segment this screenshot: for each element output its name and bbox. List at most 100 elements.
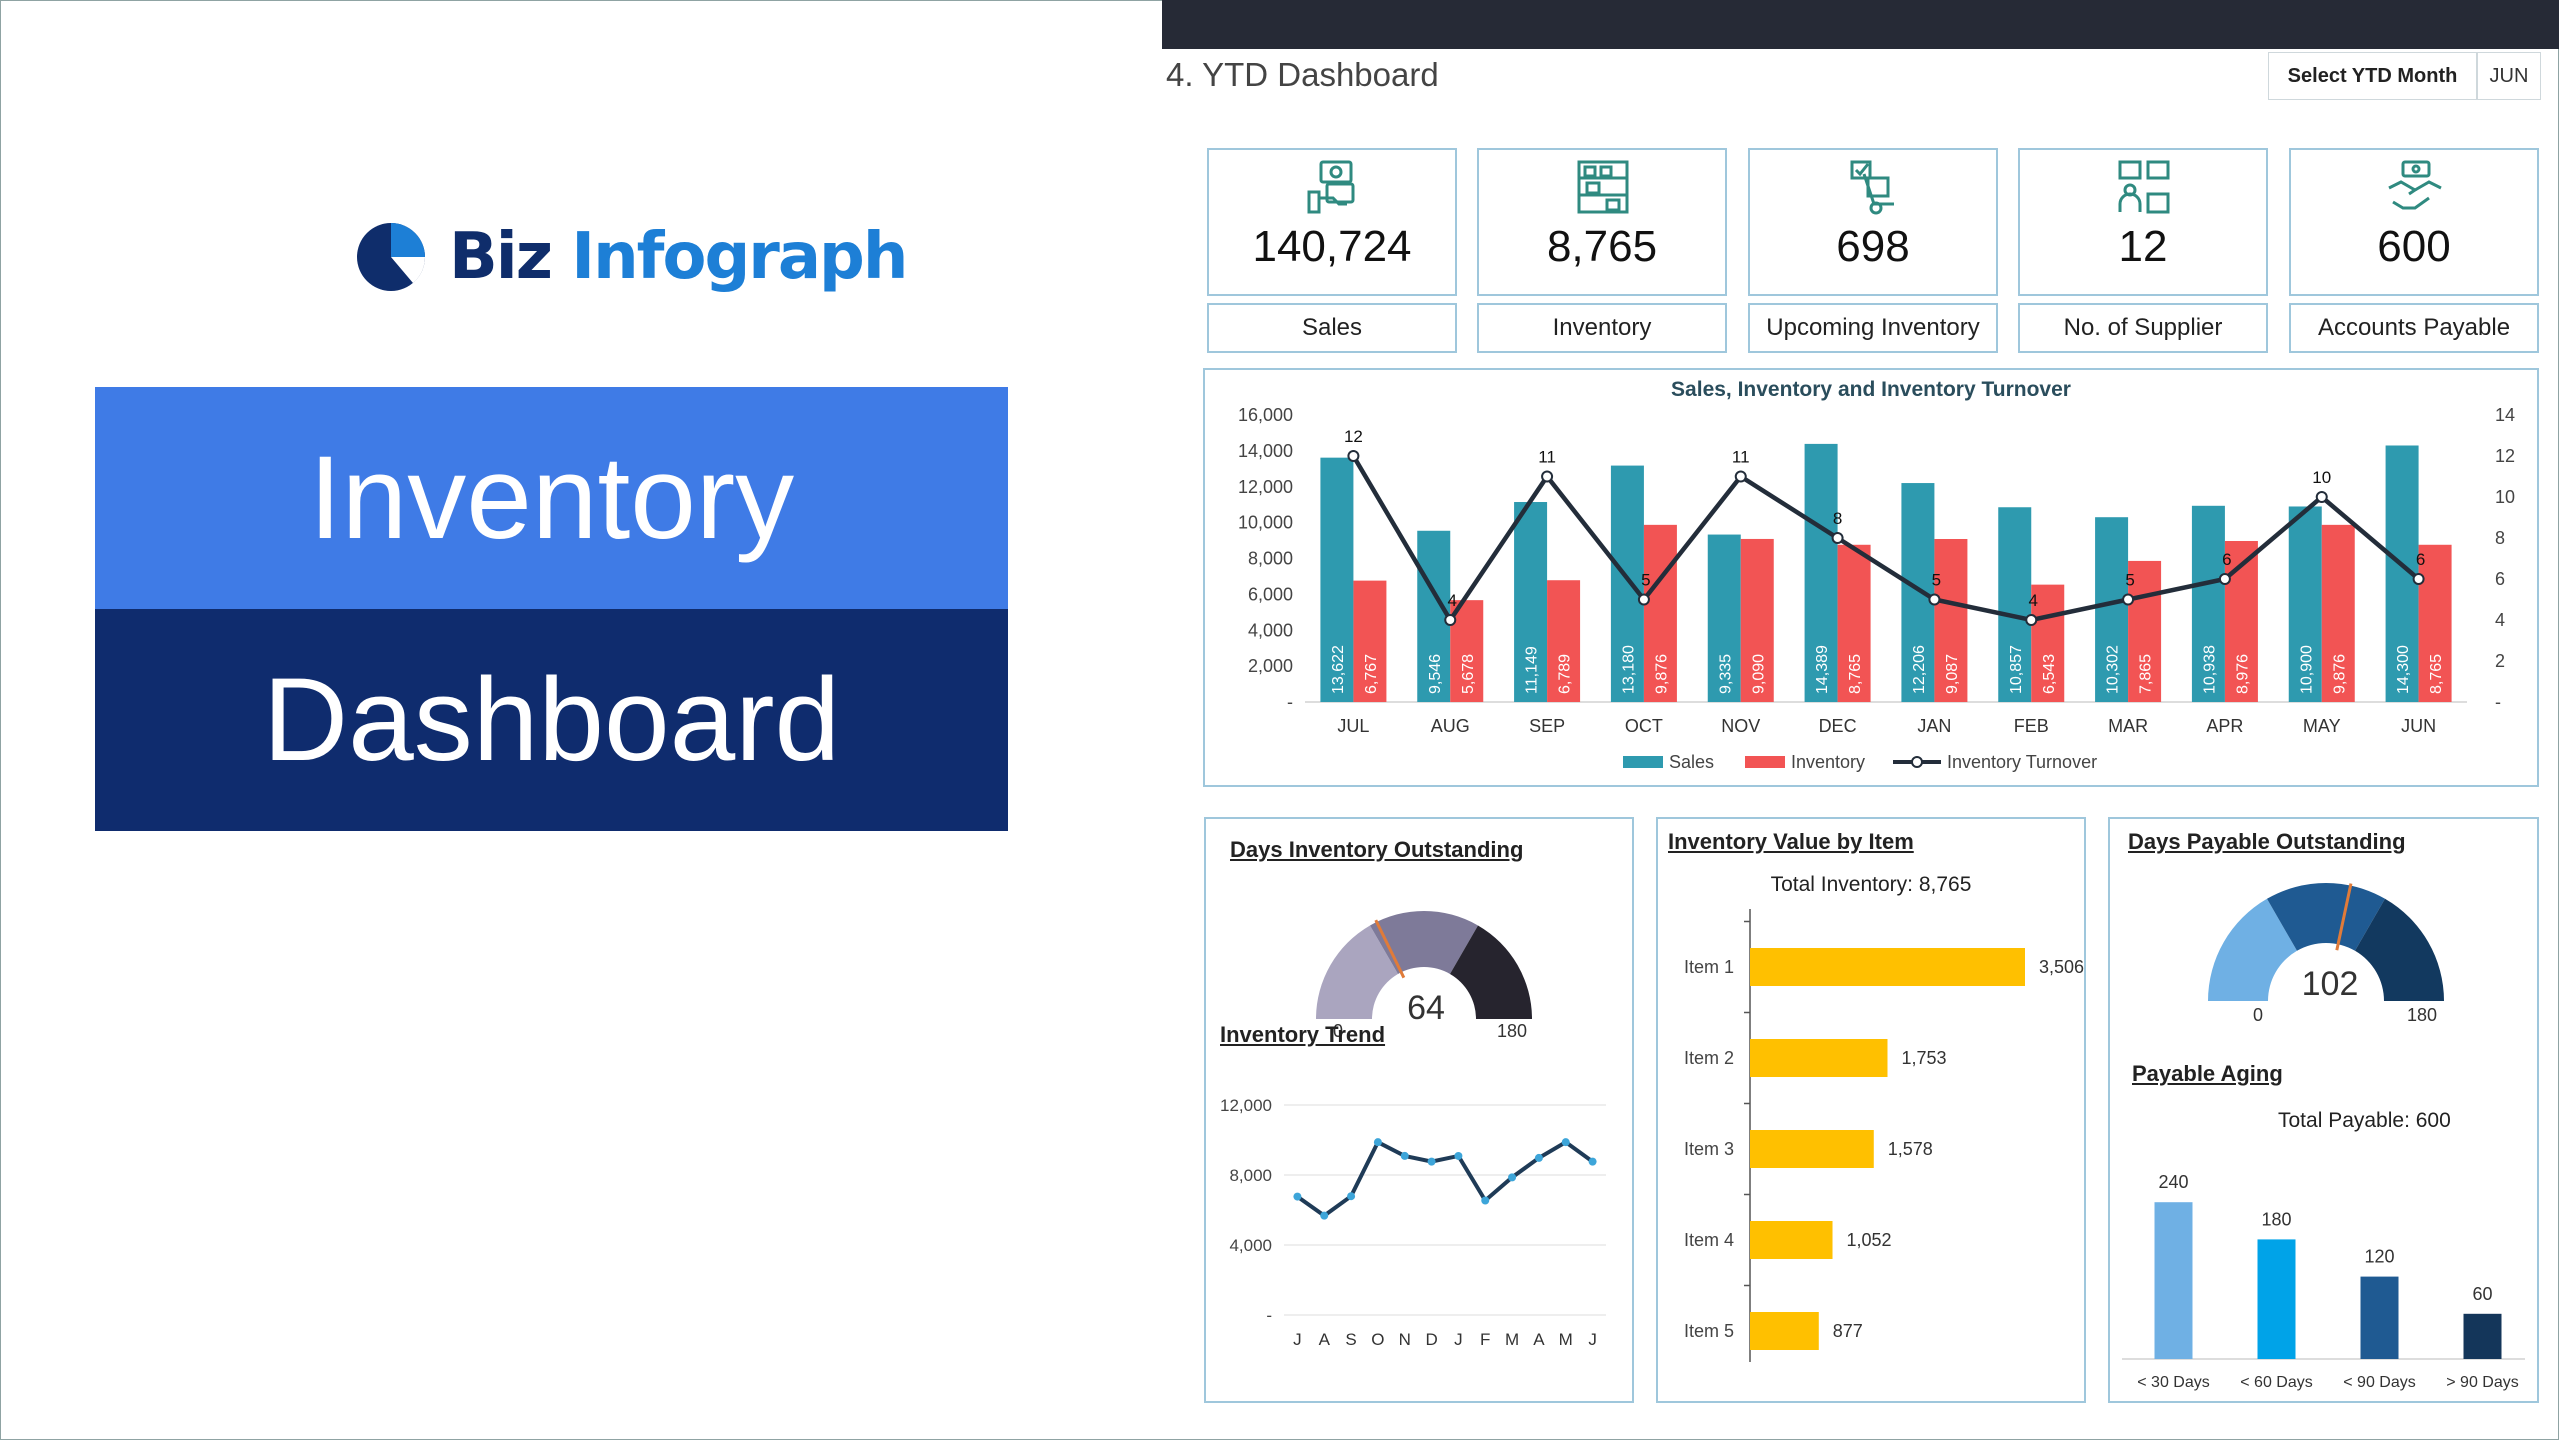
x-tick-label: M [1505,1330,1519,1349]
aging-value-label: 60 [2472,1284,2492,1304]
ytd-month-select[interactable]: JUN [2477,52,2541,100]
turnover-point [1734,470,1747,483]
inventory-bar [1934,539,1968,702]
turnover-point [1541,470,1554,483]
turnover-data-label: 5 [2125,571,2134,590]
sales-bar [1320,457,1354,702]
total-inventory-label: Total Inventory: 8,765 [1770,873,1972,896]
kpi-value-inventory: 8,765 [1546,222,1658,271]
dio-gauge: 64 0 180 [1316,911,1532,1041]
y-tick-label: 16,000 [1238,405,1293,425]
x-tick-label: AUG [1431,716,1470,736]
legend-label-sales: Sales [1669,752,1714,772]
x-tick-label: APR [2206,716,2243,736]
trend-line [1296,1139,1594,1219]
x-tick-label: < 30 Days [2137,1374,2209,1391]
aging-value-label: 180 [2261,1209,2291,1229]
dio-title: Days Inventory Outstanding [1230,837,1524,862]
inventory-bar-label: 6,767 [1363,654,1380,694]
top-bar [1162,0,2559,49]
item-value-label: 3,506 [2039,957,2084,977]
sales-bar-label: 10,857 [2008,645,2025,694]
dashboard-title: 4. YTD Dashboard [1166,56,1439,93]
inventory-bar-label: 8,765 [1847,654,1864,694]
trend-point [1373,1138,1382,1147]
sales-bar [1514,502,1548,702]
trend-point [1508,1173,1517,1182]
y2-tick-label: 14 [2495,405,2515,425]
item-label: Item 3 [1684,1139,1734,1159]
trend-point [1534,1153,1543,1162]
turnover-point [2122,593,2135,606]
aging-bar [2154,1202,2193,1359]
turnover-data-label: 4 [1448,591,1457,610]
turnover-point [1444,614,1457,626]
kpi-label-upcoming-inventory: Upcoming Inventory [1748,303,1998,353]
payable-aging-title: Payable Aging [2132,1061,2283,1086]
inventory-bar [2321,524,2355,702]
y-tick-label: 2,000 [1248,656,1293,676]
sales-bar [1610,465,1644,702]
brand-logo: Biz Infograph [355,212,908,302]
inventory-bar-label: 9,090 [1750,654,1767,694]
turnover-point [1637,593,1650,606]
kpi-label-inventory: Inventory [1477,303,1727,353]
x-tick-label: MAY [2303,716,2341,736]
sales-bar-label: 10,302 [2105,645,2122,694]
trend-point [1561,1138,1570,1147]
sales-bar [2095,517,2129,702]
y2-tick-label: 4 [2495,610,2505,630]
x-tick-label: FEB [2014,716,2049,736]
legend-swatch-turnover-marker [1911,756,1923,768]
kpi-value-accounts-payable: 600 [2377,222,2451,271]
y-tick-label: 4,000 [1248,620,1293,640]
item-bar [1750,1221,1833,1259]
inventory-by-item-panel: Inventory Value by Item Total Inventory:… [1656,817,2086,1403]
inventory-bar [1450,600,1484,702]
dpo-title: Days Payable Outstanding [2128,829,2406,854]
item-value-label: 1,052 [1847,1230,1892,1250]
y-tick-label: 6,000 [1248,584,1293,604]
x-tick-label: O [1371,1330,1384,1349]
kpi-value-upcoming-inventory: 698 [1836,222,1910,271]
legend-swatch-inventory [1745,756,1785,768]
x-tick-label: NOV [1721,716,1760,736]
inventory-trend-title: Inventory Trend [1220,1022,1386,1047]
gauge-band [2208,898,2297,1001]
inventory-bar [1353,580,1387,702]
turnover-data-label: 10 [2312,468,2331,487]
sales-bar [1901,483,1935,702]
brand-name-part2: Infograph [571,220,908,294]
kpi-card-supplier: 12 [2018,148,2268,296]
x-tick-label: D [1425,1330,1437,1349]
x-tick-label: > 90 Days [2446,1374,2518,1391]
sales-bar [1804,443,1838,702]
kpi-value-supplier: 12 [2118,222,2168,271]
turnover-data-label: 5 [1932,571,1941,590]
y2-tick-label: 10 [2495,487,2515,507]
handshake-payment-icon [2388,160,2442,210]
x-tick-label: SEP [1529,716,1565,736]
aging-bar [2463,1313,2502,1359]
payable-aging-chart: 240 < 30 Days 180 < 60 Days 120 < 90 Days 60 > … [2122,1172,2525,1391]
y-tick-label: 12,000 [1220,1096,1272,1115]
inventory-bar [2128,560,2162,702]
turnover-data-label: 8 [1833,509,1842,528]
gauge-max-label: 180 [2407,1005,2437,1025]
gauge-band [1370,911,1478,974]
inventory-bar [2031,584,2065,702]
trend-point [1320,1211,1329,1220]
gauge-band [2267,883,2385,951]
turnover-point [1831,532,1844,544]
x-tick-label: S [1345,1330,1356,1349]
legend-label-inventory: Inventory [1791,752,1865,772]
inventory-bar-label: 5,678 [1460,654,1477,694]
item-label: Item 1 [1684,957,1734,977]
turnover-point [2315,491,2328,503]
y-tick-label: 14,000 [1238,441,1293,461]
kpi-label-accounts-payable: Accounts Payable [2289,303,2539,353]
item-label: Item 5 [1684,1321,1734,1341]
inventory-bar [1740,538,1774,702]
sales-bar [2191,505,2225,702]
sales-bar [1707,534,1741,702]
